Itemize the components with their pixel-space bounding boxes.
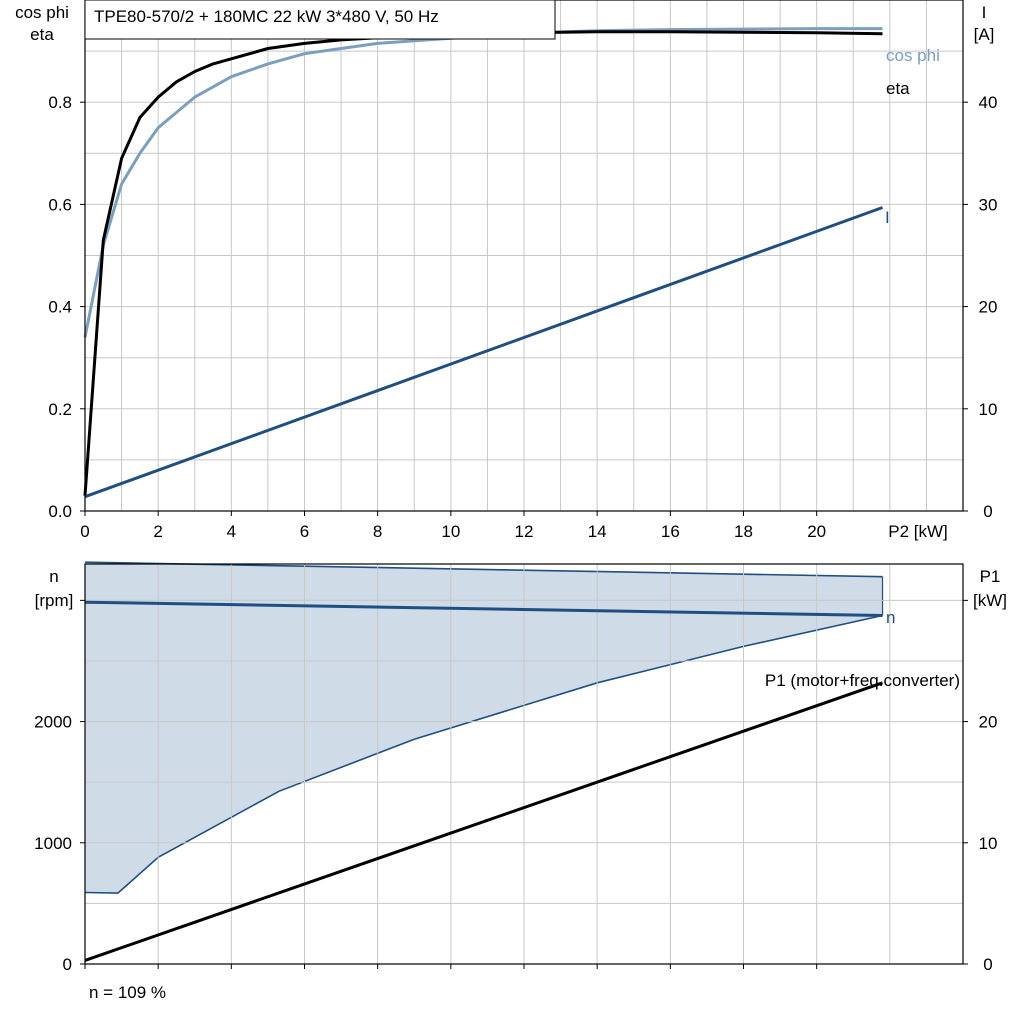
x-tick-label: 8 <box>373 522 382 541</box>
x-tick-label: 2 <box>153 522 162 541</box>
top-right-tick-label: 30 <box>979 195 998 214</box>
x-tick-label: 20 <box>807 522 826 541</box>
x-tick-label: 16 <box>661 522 680 541</box>
x-tick-label: 0 <box>80 522 89 541</box>
top-left-tick-label: 0.0 <box>48 502 72 521</box>
speed-percentage-note: n = 109 % <box>89 983 166 1002</box>
cosphi-series-label: cos phi <box>886 46 940 65</box>
top-left-tick-label: 0.8 <box>48 93 72 112</box>
top-right-tick-label: 40 <box>979 93 998 112</box>
bottom-ticks: 0 1000 2000 0 10 20 <box>34 599 998 974</box>
bottom-left-tick-label: 2000 <box>34 713 72 732</box>
x-tick-label: 10 <box>441 522 460 541</box>
bottom-left-axis-label-line1: n <box>49 567 58 586</box>
bottom-right-tick-label: 10 <box>979 834 998 853</box>
x-tick-label: 12 <box>515 522 534 541</box>
top-left-tick-label: 0.4 <box>48 298 72 317</box>
current-curve <box>84 206 884 499</box>
bottom-series <box>84 600 883 962</box>
bottom-right-axis-label-line1: P1 <box>980 567 1001 586</box>
bottom-grid <box>85 564 963 964</box>
top-grid <box>85 0 963 511</box>
speed-curve <box>84 600 883 617</box>
eta-series-label: eta <box>886 79 910 98</box>
top-ticks: 0 2 4 6 8 10 12 14 16 18 20 0.0 0.2 0.4 0.6 0.8 0 10 20 30 4… <box>48 93 997 541</box>
bottom-left-tick-label: 1000 <box>34 834 72 853</box>
bottom-panel: 0 1000 2000 0 10 20 n [rpm] P1 [kW] n P1 (mot… <box>34 561 1007 1002</box>
bottom-left-tick-label: 0 <box>63 955 72 974</box>
title-box <box>84 0 556 40</box>
bottom-right-tick-label: 20 <box>979 713 998 732</box>
speed-band-upper-edge <box>84 561 883 578</box>
p1-series-label: P1 (motor+freq.converter) <box>765 671 960 690</box>
top-right-axis-label-line2: [A] <box>974 25 995 44</box>
x-tick-label: 4 <box>227 522 236 541</box>
x-tick-label: 6 <box>300 522 309 541</box>
top-left-tick-label: 0.6 <box>48 195 72 214</box>
current-series-label: I <box>885 208 890 227</box>
top-right-tick-label: 0 <box>983 502 992 521</box>
x-axis-label: P2 [kW] <box>888 522 948 541</box>
bottom-left-axis-label-line2: [rpm] <box>35 591 74 610</box>
top-right-tick-label: 20 <box>979 298 998 317</box>
speed-band-lower-edge <box>84 614 883 894</box>
speed-series-label: n <box>886 608 895 627</box>
bottom-right-axis-label-line2: [kW] <box>973 591 1007 610</box>
p1-curve <box>84 681 883 962</box>
x-tick-label: 14 <box>588 522 607 541</box>
eta-curve <box>83 30 883 496</box>
top-left-axis-label-line1: cos phi <box>15 3 69 22</box>
top-series <box>83 27 884 499</box>
top-right-axis-label-line1: I <box>982 3 987 22</box>
cosphi-curve <box>83 27 883 338</box>
top-left-tick-label: 0.2 <box>48 400 72 419</box>
speed-band-area <box>85 562 883 894</box>
x-tick-label: 18 <box>734 522 753 541</box>
bottom-right-tick-label: 0 <box>983 955 992 974</box>
top-right-tick-label: 10 <box>979 400 998 419</box>
top-left-axis-label-line2: eta <box>30 25 54 44</box>
speed-range-band <box>84 561 884 894</box>
chart-title: TPE80-570/2 + 180MC 22 kW 3*480 V, 50 Hz <box>94 7 439 26</box>
top-panel: 0 2 4 6 8 10 12 14 16 18 20 0.0 0.2 0.4 0.6 0.8 0 10 20 30 4… <box>15 0 997 541</box>
